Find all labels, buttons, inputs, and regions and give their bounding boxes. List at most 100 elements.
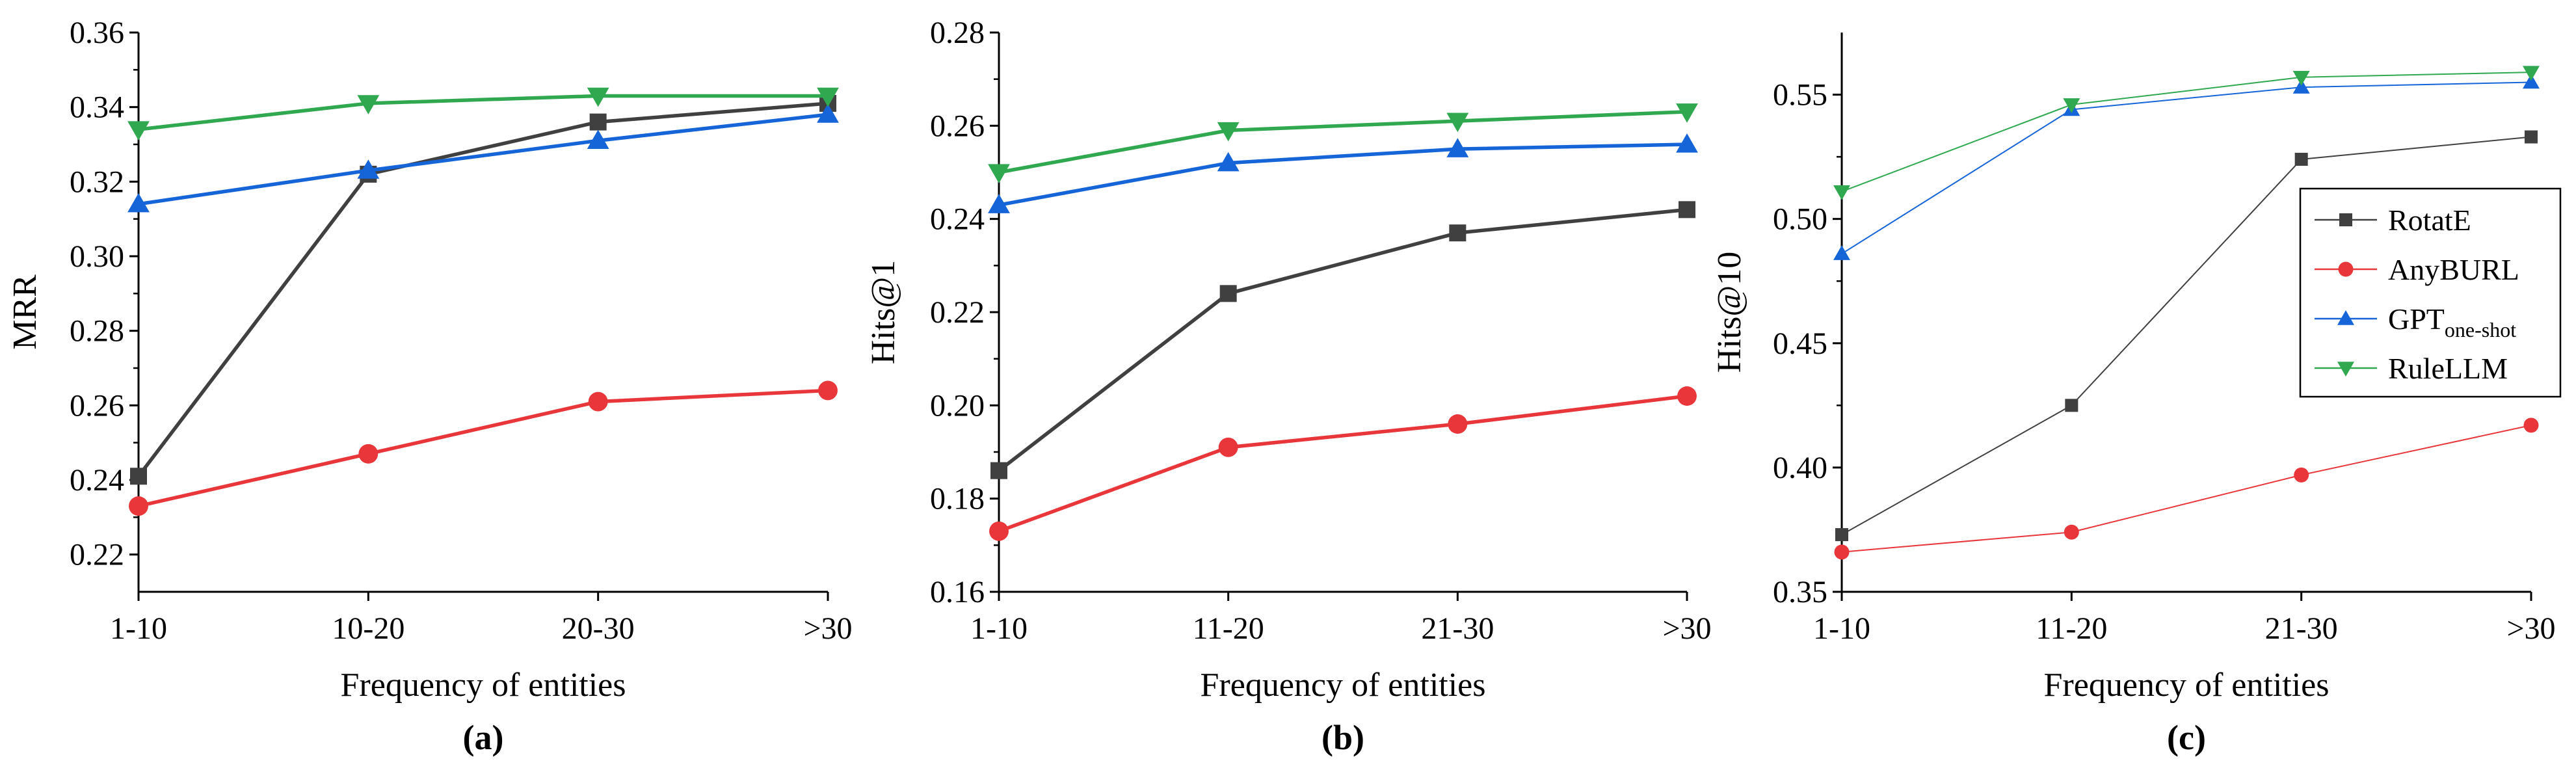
legend-entry-rotate: RotatE — [2315, 204, 2471, 237]
data-point-anyburl — [2523, 418, 2539, 433]
legend-label: RuleLLM — [2388, 352, 2508, 385]
panel-label: (a) — [463, 718, 504, 757]
y-tick-label: 0.32 — [70, 165, 124, 199]
series-gpt — [1833, 73, 2540, 260]
chart-panel-hits10: 0.35 0.40 0.45 0.50 0.55 1-10 11-20 21-30 >30 Fre… — [1711, 33, 2562, 757]
y-axis-title: MRR — [7, 274, 44, 350]
data-point-anyburl — [588, 392, 608, 412]
y-axis-title: Hits@1 — [865, 260, 902, 365]
data-point-rulellm — [1833, 185, 1850, 200]
data-point-anyburl — [1834, 544, 1850, 560]
legend-marker — [2337, 362, 2354, 377]
series-rulellm — [127, 87, 839, 140]
data-point-rulellm — [2523, 66, 2540, 81]
data-point-gpt — [127, 192, 150, 213]
y-tick-label: 0.24 — [930, 202, 985, 237]
legend-entry-anyburl: AnyBURL — [2315, 253, 2519, 286]
data-point-gpt — [2523, 73, 2540, 89]
data-point-rulellm — [127, 121, 150, 140]
data-point-anyburl — [358, 444, 378, 464]
series-line-rotate — [998, 207, 1688, 472]
data-point-anyburl — [1218, 437, 1238, 457]
series-rotate — [990, 201, 1695, 479]
data-point-rotate — [2294, 152, 2308, 166]
data-point-anyburl — [1448, 414, 1468, 434]
legend-marker — [2339, 213, 2352, 226]
series-rulellm — [988, 103, 1698, 183]
data-point-gpt — [1217, 152, 1240, 172]
data-point-anyburl — [129, 496, 148, 516]
legend-label-text: RotatE — [2388, 204, 2471, 237]
data-point-rotate — [990, 462, 1007, 479]
x-axis-title: Frequency of entities — [341, 667, 626, 704]
series-line-rulellm — [138, 94, 828, 131]
y-tick-label: 0.40 — [1773, 451, 1827, 485]
data-point-rulellm — [357, 95, 380, 114]
series-line-gpt — [998, 142, 1688, 207]
data-point-gpt — [587, 129, 609, 149]
y-tick-label: 0.28 — [930, 16, 985, 50]
x-tick-label: 10-20 — [332, 611, 405, 646]
y-tick-label: 0.28 — [70, 314, 124, 349]
data-point-rulellm — [988, 164, 1010, 183]
legend-entry-rulellm: RuleLLM — [2315, 352, 2508, 385]
x-tick-label: 1-10 — [970, 611, 1028, 646]
legend-entry-gpt: GPTone-shot — [2315, 302, 2516, 341]
y-tick-label: 0.50 — [1773, 202, 1827, 237]
legend-marker — [2337, 310, 2354, 325]
data-point-rulellm — [587, 87, 609, 107]
x-tick-label: >30 — [1662, 611, 1711, 646]
data-point-gpt — [817, 103, 839, 123]
data-point-rulellm — [2292, 71, 2310, 86]
x-tick-label: 11-20 — [1193, 611, 1264, 646]
series-rotate — [1835, 130, 2538, 542]
legend-label-subscript: one-shot — [2445, 318, 2516, 341]
series-line-rulellm — [1841, 72, 2532, 192]
y-tick-label: 0.26 — [930, 109, 985, 143]
legend-label: GPTone-shot — [2388, 302, 2516, 341]
series-gpt — [127, 103, 839, 213]
series-line-gpt — [138, 113, 829, 206]
series-rulellm — [1833, 66, 2540, 200]
legend-label-text: GPT — [2388, 302, 2445, 336]
data-point-gpt — [357, 159, 380, 179]
x-tick-label: 20-30 — [562, 611, 635, 646]
y-tick-label: 0.24 — [70, 463, 124, 498]
data-point-rotate — [1679, 201, 1695, 219]
legend-label-text: RuleLLM — [2388, 352, 2508, 385]
y-tick-label: 0.18 — [930, 482, 985, 516]
series-line-rotate — [1841, 136, 2532, 535]
chart-panel-mrr: 0.22 0.24 0.26 0.28 0.30 0.32 0.34 0.36 1-10 10-2… — [7, 16, 853, 757]
y-tick-label: 0.30 — [70, 239, 124, 274]
y-tick-label: 0.22 — [70, 538, 124, 572]
data-point-anyburl — [2064, 524, 2079, 540]
series-gpt — [988, 133, 1698, 213]
legend-label: AnyBURL — [2388, 253, 2519, 286]
x-tick-label: 1-10 — [110, 611, 167, 646]
chart-panel-hits1: 0.16 0.18 0.20 0.22 0.24 0.26 0.28 1-10 11-20 21-… — [865, 16, 1712, 757]
series-anyburl — [129, 380, 838, 516]
data-point-anyburl — [989, 521, 1009, 541]
series-line-anyburl — [1841, 424, 2532, 553]
x-tick-label: >30 — [803, 611, 852, 646]
x-tick-label: 21-30 — [2265, 611, 2338, 646]
data-point-gpt — [1676, 133, 1698, 153]
data-point-rotate — [1219, 285, 1237, 302]
y-tick-label: 0.36 — [70, 16, 124, 50]
data-point-rulellm — [1217, 122, 1240, 142]
y-axis-title: Hits@10 — [1711, 252, 1748, 373]
y-tick-label: 0.26 — [70, 388, 124, 423]
data-point-rulellm — [1446, 113, 1469, 133]
y-tick-label: 0.34 — [70, 90, 124, 125]
data-point-rulellm — [1676, 103, 1698, 123]
panel-label: (b) — [1321, 718, 1364, 757]
series-anyburl — [1834, 418, 2539, 560]
series-line-rotate — [137, 101, 829, 477]
x-axis-title: Frequency of entities — [1201, 667, 1486, 704]
series-line-anyburl — [138, 388, 829, 508]
data-point-rulellm — [817, 87, 839, 107]
x-axis-title: Frequency of entities — [2044, 667, 2330, 704]
y-tick-label: 0.45 — [1773, 326, 1827, 361]
data-point-gpt — [1833, 245, 1850, 260]
